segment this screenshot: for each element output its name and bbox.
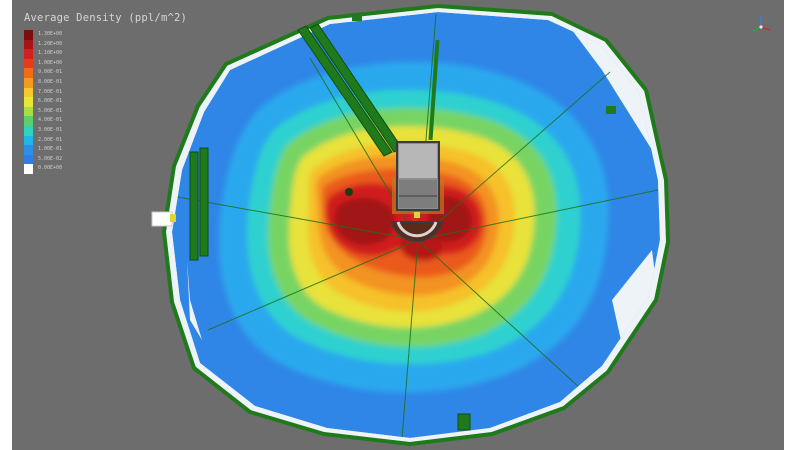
legend-swatch <box>24 125 33 136</box>
legend-row: 1.00E+00 <box>24 58 84 69</box>
legend-row: 7.00E-01 <box>24 87 84 98</box>
legend-label: 0.00E+00 <box>38 165 63 172</box>
legend-row: 1.00E-01 <box>24 145 84 155</box>
legend-label: 5.00E-01 <box>38 107 63 114</box>
bottom-door-marker <box>457 413 471 431</box>
legend-swatch <box>24 49 33 59</box>
legend-swatch <box>24 97 33 107</box>
legend-swatch <box>24 39 33 50</box>
right-door-marker <box>606 106 616 114</box>
legend-label: 1.20E+00 <box>38 40 63 47</box>
top-door-marker <box>352 15 362 21</box>
legend-swatch <box>24 106 33 117</box>
legend-swatch <box>24 58 33 69</box>
legend-row: 3.00E-01 <box>24 125 84 136</box>
legend-row: 5.00E-02 <box>24 154 84 165</box>
legend-label: 6.00E-01 <box>38 98 63 105</box>
legend-row: 4.00E-01 <box>24 116 84 126</box>
legend-swatch <box>24 135 33 146</box>
legend-label: 9.00E-01 <box>38 69 63 76</box>
density-heatmap-canvas[interactable] <box>12 0 784 450</box>
perimeter-wall <box>162 4 670 446</box>
simulation-viewport[interactable]: Average Density (ppl/m^2) 1.30E+00 1.20E+… <box>12 0 784 450</box>
legend-swatch <box>24 116 33 126</box>
legend-label: 8.00E-01 <box>38 78 63 85</box>
xyz-axis-triad-icon[interactable] <box>748 12 774 38</box>
legend-label: 4.00E-01 <box>38 117 63 124</box>
legend-row: 1.30E+00 <box>24 30 84 40</box>
legend-label: 1.00E+00 <box>38 59 63 66</box>
legend-row: 2.00E-01 <box>24 135 84 146</box>
legend-swatch <box>24 145 33 155</box>
legend-label: 2.00E-01 <box>38 136 63 143</box>
legend-swatch <box>24 87 33 98</box>
legend-label: 1.00E-01 <box>38 146 63 153</box>
legend-row: 9.00E-01 <box>24 68 84 78</box>
vertical-divider-bar <box>428 39 440 141</box>
marker-pin <box>345 188 353 196</box>
legend-swatch <box>24 30 33 40</box>
legend-row: 0.00E+00 <box>24 164 84 174</box>
legend-label: 5.00E-02 <box>38 155 63 162</box>
legend-row: 5.00E-01 <box>24 106 84 117</box>
legend-swatch <box>24 68 33 78</box>
legend-row: 8.00E-01 <box>24 77 84 88</box>
legend-label: 1.30E+00 <box>38 31 63 37</box>
legend-swatch <box>24 77 33 88</box>
legend-label: 7.00E-01 <box>38 88 63 95</box>
legend-row: 6.00E-01 <box>24 97 84 107</box>
legend-swatch <box>24 164 33 174</box>
viewport-title: Average Density (ppl/m^2) <box>24 12 188 24</box>
color-legend: 1.30E+00 1.20E+00 1.10E+00 1.00E+00 9.00E-01… <box>24 30 84 174</box>
legend-row: 1.10E+00 <box>24 49 84 59</box>
legend-swatch <box>24 154 33 165</box>
central-kiosk[interactable] <box>390 141 444 242</box>
legend-label: 1.10E+00 <box>38 50 63 57</box>
left-queue-barriers <box>151 147 209 261</box>
legend-label: 3.00E-01 <box>38 126 63 133</box>
legend-row: 1.20E+00 <box>24 39 84 50</box>
